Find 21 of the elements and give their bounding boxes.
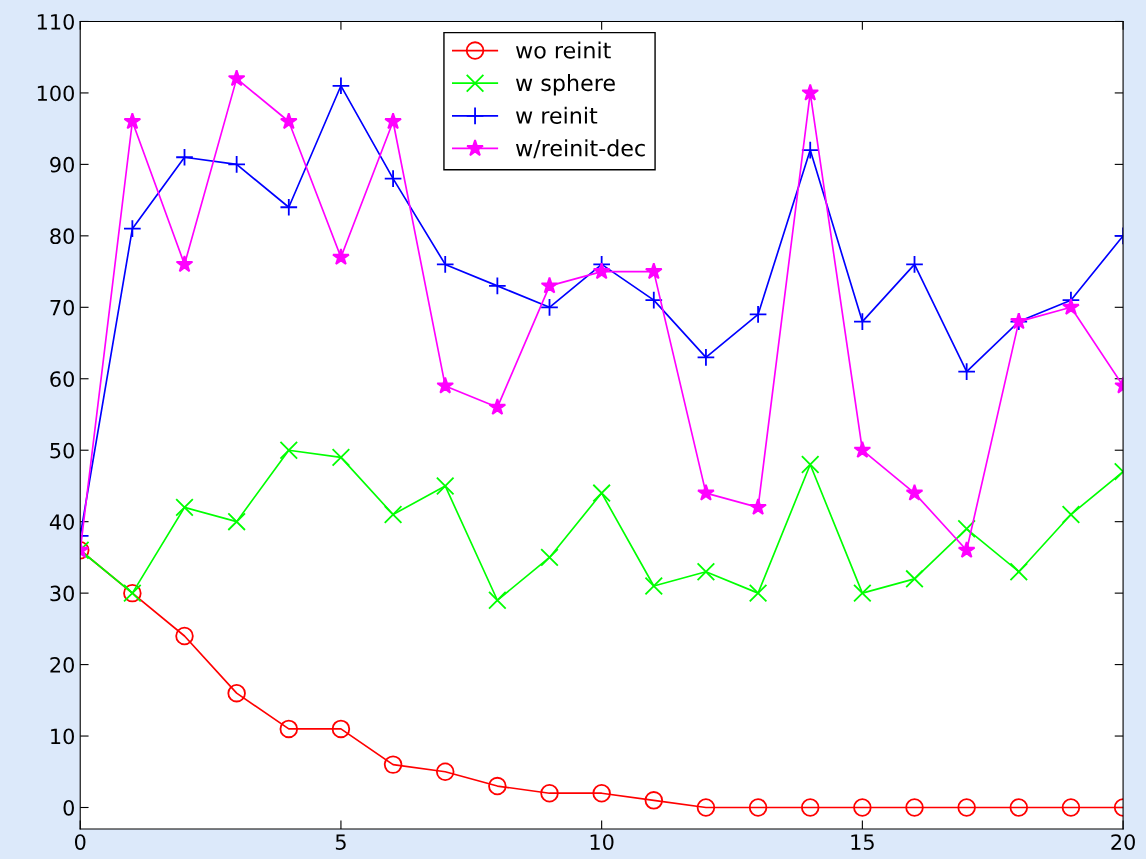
x-tick-label: 0 [74, 834, 86, 850]
y-tick-label: 40 [49, 514, 74, 530]
legend-label: w reinit [515, 106, 598, 124]
x-tick-label: 5 [335, 834, 346, 850]
x-tick-label: 20 [1111, 834, 1135, 850]
y-tick-label: 20 [50, 657, 74, 673]
x-tick-label: 15 [851, 834, 874, 850]
y-tick-label: 30 [50, 585, 74, 602]
y-tick-label: 100 [37, 85, 74, 102]
y-tick-label: 110 [37, 13, 74, 30]
y-tick-label: 70 [50, 299, 74, 316]
legend-label: w/reinit-dec [515, 139, 645, 159]
legend-label: wo reinit [515, 41, 611, 59]
y-tick-label: 80 [50, 228, 74, 245]
y-tick-label: 0 [63, 799, 74, 816]
y-tick-label: 90 [50, 156, 74, 173]
x-tick-label: 10 [590, 834, 614, 850]
y-tick-label: 50 [50, 442, 74, 459]
legend-label: w sphere [515, 74, 615, 96]
y-tick-label: 60 [50, 371, 74, 387]
y-tick-label: 10 [51, 728, 74, 745]
